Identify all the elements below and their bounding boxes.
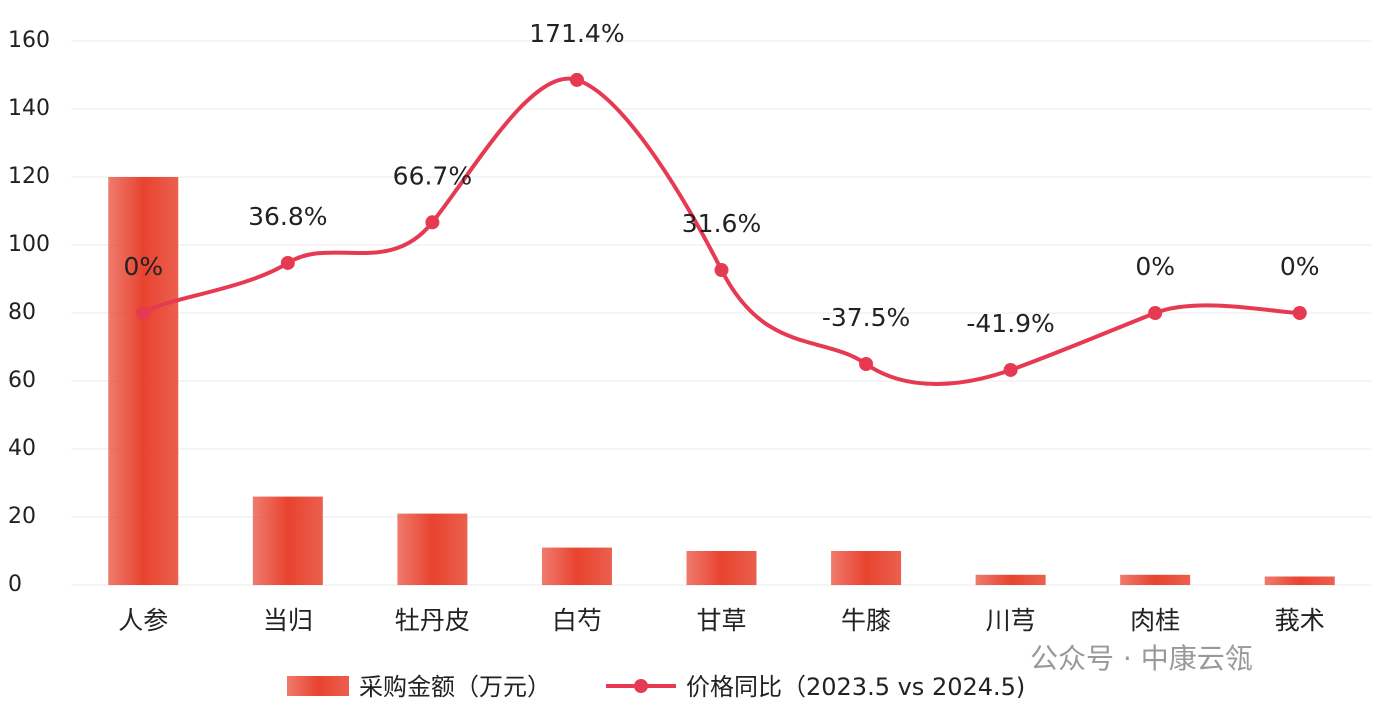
data-label: 0% [123, 252, 163, 281]
bar [1264, 576, 1335, 585]
legend-swatch [287, 676, 349, 696]
point [859, 357, 874, 371]
watermark: 公众号 · 中康云瓴 [1030, 642, 1253, 675]
data-label: 31.6% [682, 209, 761, 238]
data-label: 36.8% [248, 202, 327, 231]
point [136, 306, 151, 320]
point [714, 263, 729, 278]
point [1292, 306, 1307, 320]
y-tick-label: 100 [8, 232, 50, 257]
y-tick-label: 140 [8, 96, 50, 121]
bar [686, 551, 757, 585]
point [569, 72, 584, 87]
data-label: 171.4% [529, 19, 624, 48]
x-tick-label: 白芍 [552, 606, 602, 635]
legend-label: 采购金额（万元） [359, 673, 551, 701]
point [1148, 306, 1163, 320]
y-tick-label: 40 [8, 436, 36, 461]
x-tick-label: 牡丹皮 [395, 606, 470, 635]
data-label: 66.7% [393, 161, 472, 190]
y-tick-label: 20 [8, 504, 36, 529]
point [1003, 362, 1018, 377]
y-tick-label: 160 [8, 28, 50, 53]
line [142, 76, 1300, 386]
legend-swatch [634, 679, 648, 693]
x-tick-label: 人参 [118, 606, 168, 635]
bar [252, 496, 323, 585]
data-label: 0% [1135, 252, 1175, 281]
data-label: -37.5% [822, 303, 910, 332]
data-label: 0% [1280, 252, 1320, 281]
x-tick-label: 甘草 [696, 606, 746, 635]
x-tick-label: 当归 [263, 606, 313, 635]
x-tick-label: 莪术 [1275, 606, 1325, 635]
bar [397, 513, 468, 585]
legend-label: 价格同比（2023.5 vs 2024.5) [686, 673, 1025, 701]
bar [108, 177, 179, 585]
y-tick-label: 80 [8, 300, 36, 325]
bar [541, 547, 612, 585]
x-tick-label: 肉桂 [1130, 606, 1180, 635]
bar [831, 551, 902, 585]
x-tick-label: 川芎 [986, 606, 1036, 635]
y-tick-label: 120 [8, 164, 50, 189]
point [425, 215, 440, 230]
point [280, 255, 295, 270]
bar [1120, 574, 1191, 585]
y-tick-label: 0 [8, 572, 22, 597]
x-tick-label: 牛膝 [841, 606, 891, 635]
bar [975, 574, 1046, 585]
data-label: -41.9% [966, 309, 1054, 338]
y-tick-label: 60 [8, 368, 36, 393]
